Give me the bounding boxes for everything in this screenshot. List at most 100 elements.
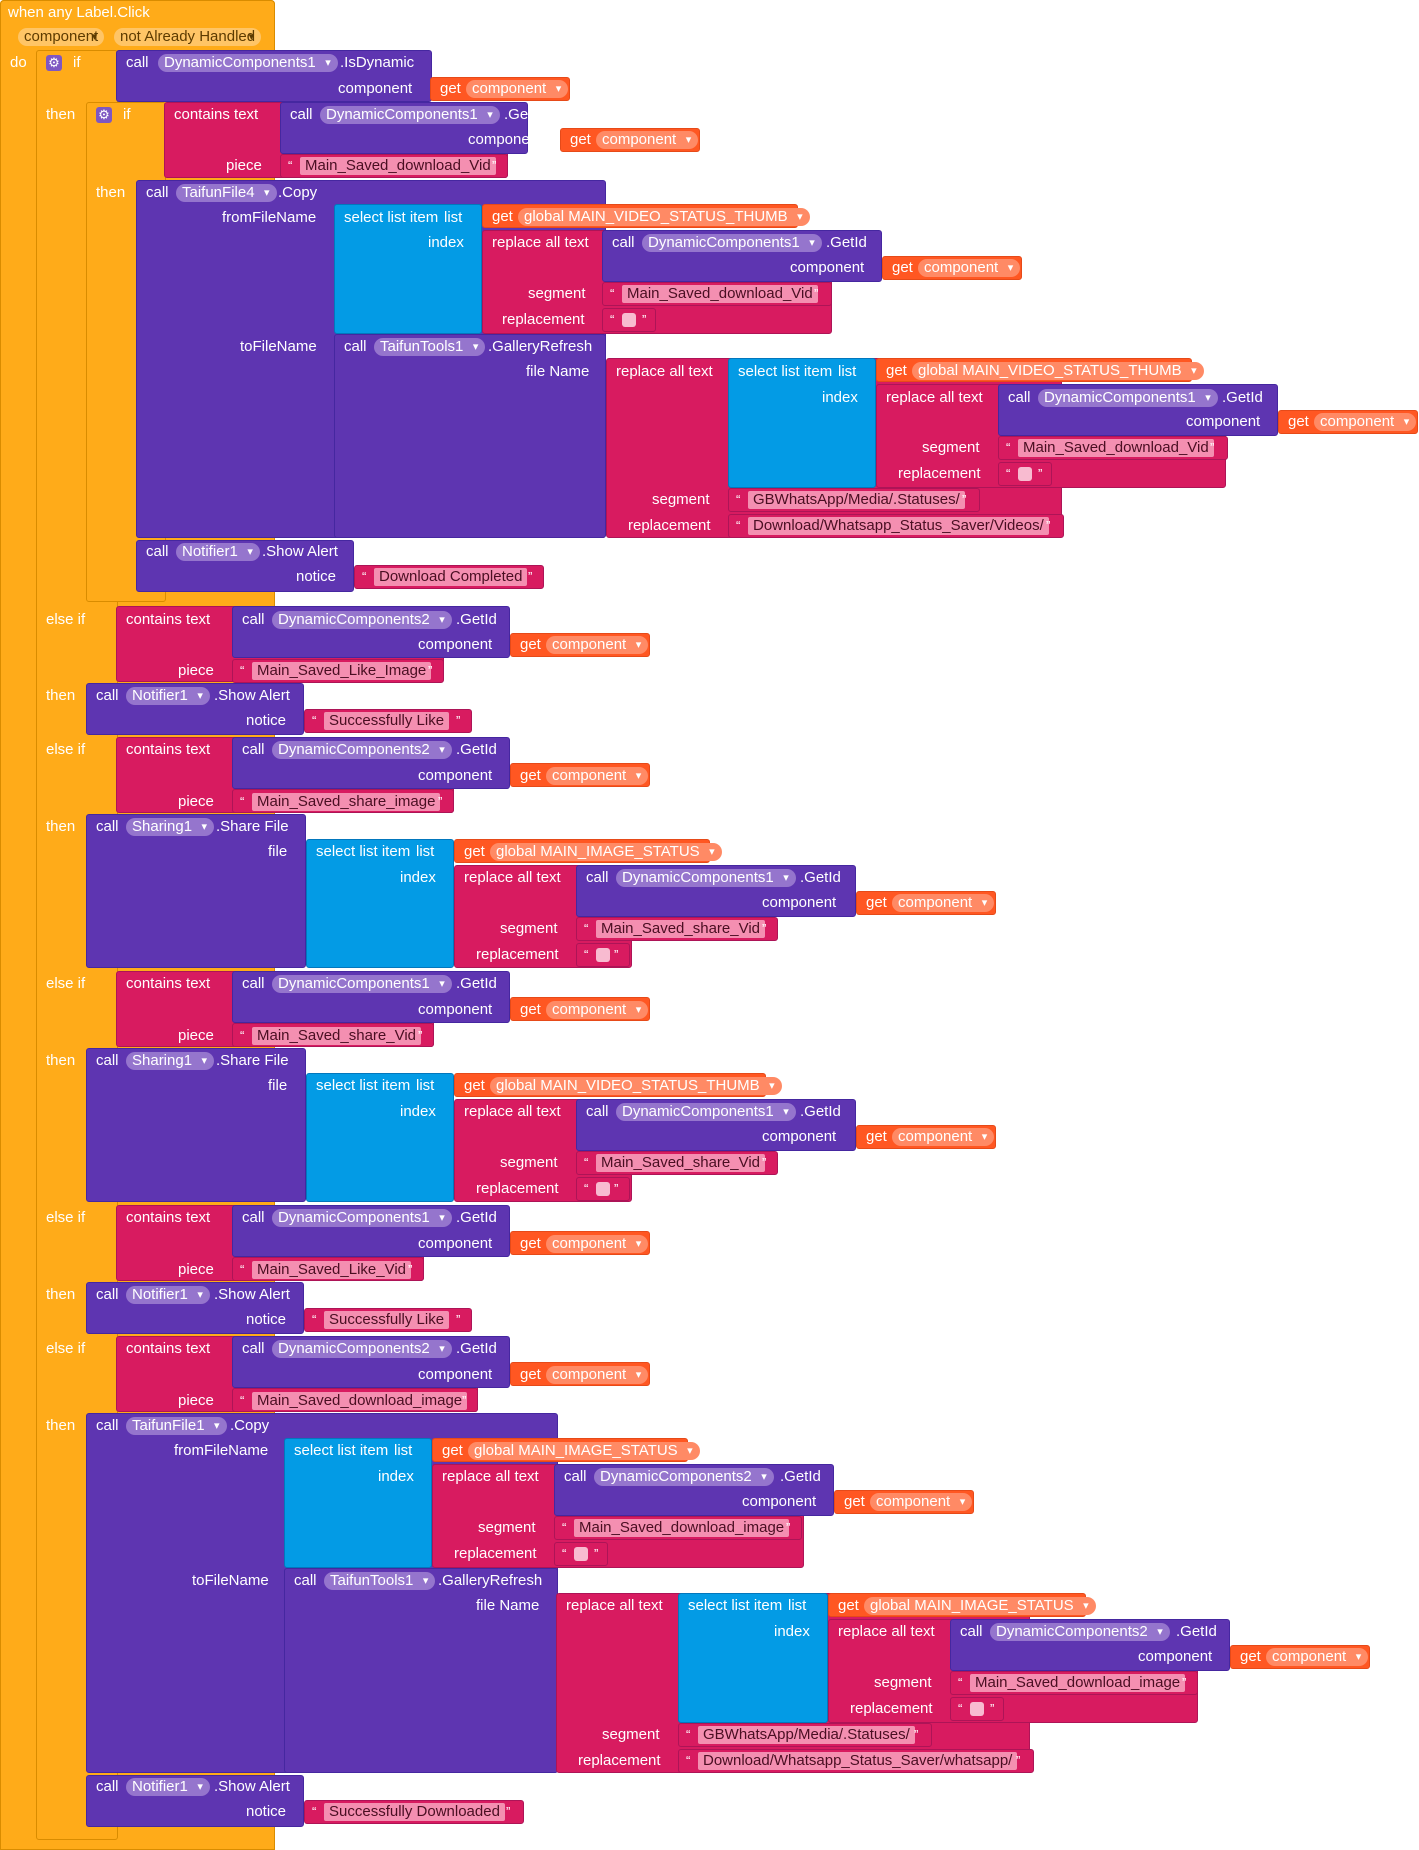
replacement-label: replacement — [628, 517, 711, 534]
component-dropdown[interactable]: Notifier1 — [126, 1286, 210, 1304]
empty-string[interactable] — [970, 1702, 984, 1716]
arg-label: component — [418, 767, 493, 784]
var-dropdown[interactable]: component — [596, 131, 699, 149]
var-dropdown[interactable]: component — [546, 767, 649, 785]
method-label: .GetId — [456, 1209, 497, 1226]
index-label: index — [428, 234, 464, 251]
string-value[interactable]: Successfully Like — [324, 712, 450, 730]
component-dropdown[interactable]: TaifunFile4 — [176, 184, 277, 202]
string-value[interactable]: Main_Saved_share_Vid — [596, 920, 766, 938]
component-dropdown[interactable]: DynamicComponents1 — [320, 106, 500, 124]
component-dropdown[interactable]: Sharing1 — [126, 1052, 215, 1070]
component-dropdown[interactable]: DynamicComponents2 — [272, 741, 452, 759]
var-dropdown[interactable]: component — [546, 636, 649, 654]
component-dropdown[interactable]: DynamicComponents2 — [990, 1623, 1170, 1641]
var-dropdown[interactable]: component — [918, 259, 1021, 277]
string-value[interactable]: Main_Saved_share_image — [252, 793, 441, 811]
string-value[interactable]: GBWhatsApp/Media/.Statuses/ — [698, 1726, 915, 1744]
method-label: .GetId — [800, 869, 841, 886]
index-label: index — [400, 1103, 436, 1120]
var-dropdown[interactable]: global MAIN_IMAGE_STATUS — [490, 843, 722, 861]
segment-label: segment — [652, 491, 710, 508]
component-dropdown[interactable]: DynamicComponents2 — [272, 1340, 452, 1358]
var-dropdown[interactable]: component — [1266, 1648, 1369, 1666]
empty-string[interactable] — [574, 1547, 588, 1561]
select-list-item-block[interactable] — [728, 358, 876, 488]
component-dropdown[interactable]: DynamicComponents1 — [158, 54, 338, 72]
string-value[interactable]: Main_Saved_share_Vid — [252, 1027, 422, 1045]
var-dropdown[interactable]: global MAIN_IMAGE_STATUS — [468, 1442, 700, 1460]
var-dropdown[interactable]: component — [892, 1128, 995, 1146]
empty-string[interactable] — [596, 948, 610, 962]
arg-label: component — [468, 131, 543, 148]
select-list-item-block[interactable] — [306, 839, 454, 968]
select-list-item-block[interactable] — [334, 204, 482, 334]
component-dropdown[interactable]: Notifier1 — [126, 687, 210, 705]
var-dropdown[interactable]: global MAIN_IMAGE_STATUS — [864, 1597, 1096, 1615]
method-label: .GetId — [1176, 1623, 1217, 1640]
component-dropdown[interactable]: DynamicComponents2 — [594, 1468, 774, 1486]
component-dropdown[interactable]: DynamicComponents1 — [272, 975, 452, 993]
event-param-component[interactable]: component — [18, 28, 105, 46]
string-value[interactable]: Main_Saved_Like_Image — [252, 662, 432, 680]
string-value[interactable]: Main_Saved_download_image — [970, 1674, 1186, 1692]
else-if-label: else if — [46, 611, 86, 628]
then-label: then — [46, 106, 76, 123]
string-value[interactable]: GBWhatsApp/Media/.Statuses/ — [748, 491, 965, 509]
string-value[interactable]: Download/Whatsapp_Status_Saver/Videos/ — [748, 517, 1049, 535]
var-dropdown[interactable]: component — [870, 1493, 973, 1511]
var-dropdown[interactable]: component — [466, 80, 569, 98]
component-dropdown[interactable]: Sharing1 — [126, 818, 215, 836]
string-value[interactable]: Download/Whatsapp_Status_Saver/whatsapp/ — [698, 1752, 1018, 1770]
select-list-item-block[interactable] — [284, 1438, 432, 1568]
call-sharefile-block[interactable] — [86, 1048, 306, 1202]
segment-label: segment — [602, 1726, 660, 1743]
select-list-item-block[interactable] — [678, 1593, 828, 1723]
var-dropdown[interactable]: component — [546, 1235, 649, 1253]
var-dropdown[interactable]: component — [546, 1001, 649, 1019]
empty-string-block[interactable] — [576, 1177, 630, 1201]
method-label: .Show Alert — [262, 543, 338, 560]
string-value[interactable]: Successfully Like — [324, 1311, 450, 1329]
component-dropdown[interactable]: DynamicComponents1 — [616, 1103, 796, 1121]
var-dropdown[interactable]: global MAIN_VIDEO_STATUS_THUMB — [490, 1077, 782, 1095]
call-label: call — [290, 106, 313, 123]
mutator-gear-icon[interactable]: ⚙ — [46, 55, 62, 71]
event-param-not-handled[interactable]: not Already Handled — [114, 28, 262, 46]
select-list-item-block[interactable] — [306, 1073, 454, 1202]
mutator-gear-icon[interactable]: ⚙ — [96, 107, 112, 123]
string-value[interactable]: Download Completed — [374, 568, 528, 586]
empty-string[interactable] — [596, 1182, 610, 1196]
component-dropdown[interactable]: DynamicComponents1 — [272, 1209, 452, 1227]
string-value[interactable]: Successfully Downloaded — [324, 1803, 505, 1821]
call-galleryrefresh-block[interactable] — [334, 334, 606, 538]
call-galleryrefresh-block[interactable] — [284, 1568, 558, 1773]
component-dropdown[interactable]: Notifier1 — [126, 1778, 210, 1796]
var-dropdown[interactable]: global MAIN_VIDEO_STATUS_THUMB — [518, 208, 810, 226]
component-dropdown[interactable]: DynamicComponents1 — [616, 869, 796, 887]
replace-label: replace all text — [464, 869, 561, 886]
component-dropdown[interactable]: Notifier1 — [176, 543, 260, 561]
component-dropdown[interactable]: DynamicComponents1 — [1038, 389, 1218, 407]
string-value[interactable]: Main_Saved_download_Vid — [622, 285, 818, 303]
component-dropdown[interactable]: DynamicComponents2 — [272, 611, 452, 629]
arg-label: file Name — [526, 363, 590, 380]
string-value[interactable]: Main_Saved_download_Vid — [1018, 439, 1214, 457]
string-value[interactable]: Main_Saved_download_Vid — [300, 157, 496, 175]
component-dropdown[interactable]: TaifunTools1 — [324, 1572, 436, 1590]
var-dropdown[interactable]: component — [892, 894, 995, 912]
component-dropdown[interactable]: DynamicComponents1 — [642, 234, 822, 252]
call-sharefile-block[interactable] — [86, 814, 306, 968]
empty-string[interactable] — [622, 313, 636, 327]
string-value[interactable]: Main_Saved_share_Vid — [596, 1154, 766, 1172]
string-value[interactable]: Main_Saved_download_image — [252, 1392, 468, 1410]
then-label: then — [46, 1052, 76, 1069]
var-dropdown[interactable]: component — [546, 1366, 649, 1384]
component-dropdown[interactable]: TaifunFile1 — [126, 1417, 227, 1435]
component-dropdown[interactable]: TaifunTools1 — [374, 338, 486, 356]
var-dropdown[interactable]: global MAIN_VIDEO_STATUS_THUMB — [912, 362, 1204, 380]
string-value[interactable]: Main_Saved_download_image — [574, 1519, 790, 1537]
var-dropdown[interactable]: component — [1314, 413, 1417, 431]
empty-string[interactable] — [1018, 467, 1032, 481]
string-value[interactable]: Main_Saved_Like_Vid — [252, 1261, 411, 1279]
